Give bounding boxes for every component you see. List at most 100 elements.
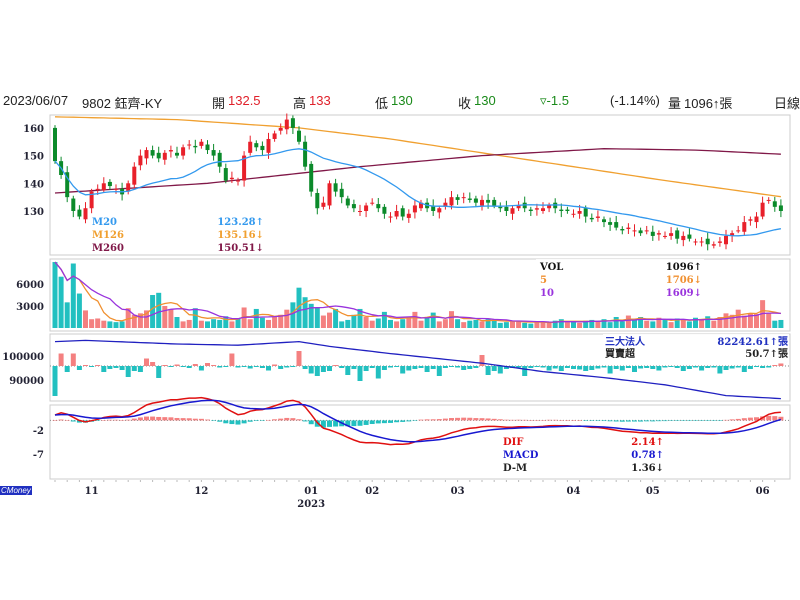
net-buy-sell-bar — [760, 366, 766, 368]
period-selector[interactable]: 日線 — [774, 96, 800, 111]
candle-body — [175, 152, 179, 156]
candle-body — [565, 209, 570, 211]
osc-bar — [564, 420, 570, 421]
candle-body — [748, 219, 753, 221]
legend-box — [500, 434, 668, 476]
net-buy-sell-bar — [571, 366, 576, 369]
volume-bar — [314, 307, 320, 328]
net-buy-sell-bar — [497, 366, 503, 374]
net-buy-sell-bar — [131, 366, 137, 371]
volume-bar — [394, 321, 400, 328]
osc-bar — [156, 416, 162, 421]
osc-bar — [198, 418, 204, 421]
volume-bar — [564, 322, 570, 328]
osc-bar — [308, 420, 314, 425]
candle-body — [638, 230, 643, 234]
osc-bar — [320, 420, 326, 428]
osc-bar — [485, 418, 491, 421]
volume-bar — [546, 322, 552, 328]
net-buy-sell-bar — [320, 366, 326, 372]
holdings-axis-tick: 90000 — [9, 376, 44, 387]
volume-bar — [705, 316, 711, 328]
volume-bar — [668, 322, 674, 328]
candle-body — [711, 244, 716, 246]
candle-body — [480, 199, 484, 206]
net-buy-sell-bar — [479, 355, 485, 366]
net-buy-sell-bar — [485, 366, 491, 375]
price-axis-tick: 160 — [23, 124, 44, 135]
volume-bar — [656, 317, 662, 328]
osc-bar — [253, 420, 259, 422]
candle-body — [333, 183, 338, 192]
osc-bar — [125, 419, 131, 421]
osc-bar — [723, 419, 729, 421]
net-buy-sell-bar — [381, 366, 387, 370]
candle-body — [339, 188, 344, 198]
candle-body — [114, 188, 118, 190]
net-buy-sell-bar — [473, 366, 479, 368]
candle-body — [443, 202, 448, 207]
volume-bar — [95, 318, 101, 328]
net-buy-sell-bar — [174, 364, 180, 366]
candle-body — [717, 241, 722, 243]
net-buy-sell-bar — [528, 366, 534, 368]
volume-bar — [430, 312, 436, 328]
osc-bar — [357, 420, 363, 426]
volume-bar — [510, 321, 515, 328]
net-buy-sell-bar — [357, 366, 363, 381]
candle-body — [547, 205, 552, 209]
net-buy-sell-bar — [668, 366, 674, 367]
osc-bar — [119, 420, 125, 421]
net-buy-sell-bar — [552, 366, 558, 369]
volume-bar — [137, 313, 143, 328]
osc-bar — [217, 420, 223, 422]
change-value: ▿-1.5 — [540, 93, 569, 108]
candle-body — [217, 152, 222, 167]
candle-body — [675, 230, 680, 239]
candle-body — [736, 230, 741, 232]
osc-bar — [686, 420, 692, 421]
net-buy-sell-bar — [717, 366, 723, 374]
volume-bar — [607, 322, 613, 328]
osc-bar — [76, 420, 82, 423]
volume-bar — [473, 319, 479, 328]
net-buy-sell-bar — [589, 366, 595, 370]
volume-bar — [259, 317, 265, 328]
legend-value: 82242.61↑張 — [717, 336, 789, 348]
net-buy-sell-bar — [577, 366, 583, 370]
net-buy-sell-bar — [229, 353, 235, 366]
net-buy-sell-bar — [400, 366, 406, 374]
volume-bar — [308, 303, 314, 328]
volume-bar — [778, 319, 784, 328]
osc-bar — [436, 419, 442, 421]
volume-bar — [363, 317, 369, 328]
net-buy-sell-bar — [650, 366, 656, 369]
candle-body — [358, 211, 362, 212]
candle-body — [516, 205, 521, 209]
osc-bar — [241, 420, 247, 424]
net-buy-sell-bar — [772, 365, 778, 366]
net-buy-sell-bar — [534, 366, 540, 367]
candle-body — [187, 144, 192, 146]
volume-bar — [339, 321, 345, 328]
candle-body — [303, 141, 308, 167]
candle-body — [254, 143, 259, 148]
legend-name: M126 — [92, 230, 124, 241]
net-buy-sell-bar — [754, 366, 759, 367]
osc-bar — [430, 419, 436, 421]
volume-bar — [503, 322, 509, 328]
net-buy-sell-bar — [741, 366, 747, 372]
candle-body — [583, 208, 588, 217]
candle-body — [528, 209, 533, 211]
volume-bar — [296, 287, 302, 328]
legend-value: 1096↑ — [666, 262, 702, 273]
volume-bar — [174, 317, 180, 328]
volume-axis-tick: 6000 — [16, 280, 44, 291]
net-buy-sell-bar — [516, 366, 522, 368]
osc-bar — [351, 420, 357, 427]
candle-body — [693, 241, 698, 243]
osc-bar — [717, 420, 723, 421]
volume-bar — [223, 316, 229, 328]
osc-bar — [223, 420, 229, 424]
